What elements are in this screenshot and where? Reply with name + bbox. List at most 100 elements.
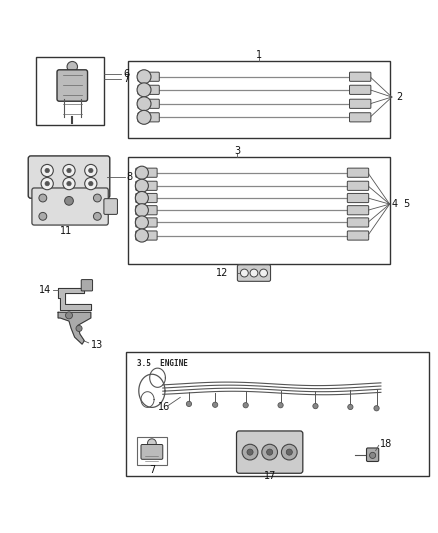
- FancyBboxPatch shape: [138, 85, 159, 94]
- Circle shape: [135, 191, 148, 205]
- FancyBboxPatch shape: [135, 193, 157, 203]
- FancyBboxPatch shape: [58, 193, 80, 208]
- Circle shape: [93, 194, 101, 202]
- Text: 11: 11: [60, 226, 72, 236]
- Polygon shape: [58, 288, 91, 310]
- FancyBboxPatch shape: [135, 218, 157, 227]
- FancyBboxPatch shape: [135, 168, 157, 177]
- FancyBboxPatch shape: [346, 193, 368, 203]
- Circle shape: [93, 213, 101, 220]
- FancyBboxPatch shape: [135, 181, 157, 190]
- Circle shape: [76, 325, 82, 332]
- Circle shape: [45, 181, 49, 186]
- Circle shape: [137, 110, 151, 124]
- Polygon shape: [58, 312, 91, 344]
- Circle shape: [67, 168, 71, 173]
- FancyBboxPatch shape: [81, 280, 92, 291]
- Circle shape: [41, 177, 53, 190]
- Text: 16: 16: [158, 402, 170, 412]
- Circle shape: [137, 97, 151, 111]
- Circle shape: [135, 216, 148, 229]
- Circle shape: [242, 445, 257, 460]
- FancyBboxPatch shape: [135, 231, 157, 240]
- Circle shape: [135, 179, 148, 192]
- Circle shape: [266, 449, 272, 455]
- Circle shape: [312, 403, 318, 409]
- Circle shape: [63, 164, 75, 176]
- Bar: [127, 157, 389, 264]
- Circle shape: [64, 197, 73, 205]
- Text: 14: 14: [39, 286, 51, 295]
- FancyBboxPatch shape: [349, 72, 370, 82]
- FancyBboxPatch shape: [141, 445, 162, 459]
- Circle shape: [212, 402, 217, 407]
- Circle shape: [45, 168, 49, 173]
- FancyBboxPatch shape: [104, 199, 117, 214]
- Circle shape: [85, 164, 97, 176]
- Circle shape: [250, 269, 257, 277]
- Circle shape: [186, 401, 191, 407]
- FancyBboxPatch shape: [346, 206, 368, 215]
- Circle shape: [240, 269, 248, 277]
- Circle shape: [137, 70, 151, 84]
- Text: 5: 5: [402, 199, 408, 209]
- Text: 4: 4: [391, 199, 397, 209]
- Circle shape: [347, 405, 352, 409]
- Text: 7: 7: [148, 465, 155, 475]
- Circle shape: [85, 177, 97, 190]
- FancyBboxPatch shape: [346, 231, 368, 240]
- Circle shape: [135, 204, 148, 217]
- Text: 18: 18: [379, 439, 392, 449]
- FancyBboxPatch shape: [366, 448, 378, 462]
- Circle shape: [281, 445, 297, 460]
- Circle shape: [67, 61, 78, 72]
- Circle shape: [277, 402, 283, 408]
- Circle shape: [247, 449, 253, 455]
- Text: 2: 2: [395, 92, 402, 102]
- Circle shape: [369, 453, 375, 458]
- Bar: [136, 437, 167, 465]
- Bar: [125, 352, 428, 476]
- Text: 7: 7: [123, 74, 130, 84]
- Circle shape: [259, 269, 267, 277]
- FancyBboxPatch shape: [28, 156, 110, 198]
- Circle shape: [286, 449, 292, 455]
- Circle shape: [88, 181, 93, 186]
- FancyBboxPatch shape: [346, 168, 368, 177]
- Circle shape: [137, 83, 151, 97]
- Bar: [36, 57, 104, 125]
- FancyBboxPatch shape: [135, 206, 157, 215]
- Circle shape: [63, 177, 75, 190]
- Circle shape: [65, 312, 72, 319]
- FancyBboxPatch shape: [32, 188, 108, 225]
- Circle shape: [261, 445, 277, 460]
- FancyBboxPatch shape: [349, 85, 370, 94]
- FancyBboxPatch shape: [138, 99, 159, 108]
- FancyBboxPatch shape: [346, 181, 368, 190]
- FancyBboxPatch shape: [349, 99, 370, 108]
- Circle shape: [147, 439, 156, 448]
- FancyBboxPatch shape: [349, 113, 370, 122]
- FancyBboxPatch shape: [237, 265, 270, 281]
- Circle shape: [39, 213, 47, 220]
- FancyBboxPatch shape: [346, 218, 368, 227]
- FancyBboxPatch shape: [57, 70, 87, 101]
- Bar: [127, 61, 389, 138]
- Text: 8: 8: [127, 172, 133, 182]
- Text: 12: 12: [215, 268, 228, 278]
- FancyBboxPatch shape: [138, 72, 159, 82]
- Circle shape: [88, 168, 93, 173]
- Text: 17: 17: [263, 471, 275, 481]
- Text: 1: 1: [255, 50, 261, 60]
- Text: 6: 6: [123, 69, 129, 79]
- Circle shape: [67, 181, 71, 186]
- Text: 13: 13: [91, 340, 103, 350]
- FancyBboxPatch shape: [138, 113, 159, 122]
- Circle shape: [243, 402, 248, 408]
- Circle shape: [39, 194, 47, 202]
- Circle shape: [135, 166, 148, 179]
- Text: 3.5  ENGINE: 3.5 ENGINE: [136, 359, 187, 368]
- Text: 3: 3: [233, 146, 240, 156]
- Circle shape: [373, 406, 378, 411]
- FancyBboxPatch shape: [236, 431, 302, 473]
